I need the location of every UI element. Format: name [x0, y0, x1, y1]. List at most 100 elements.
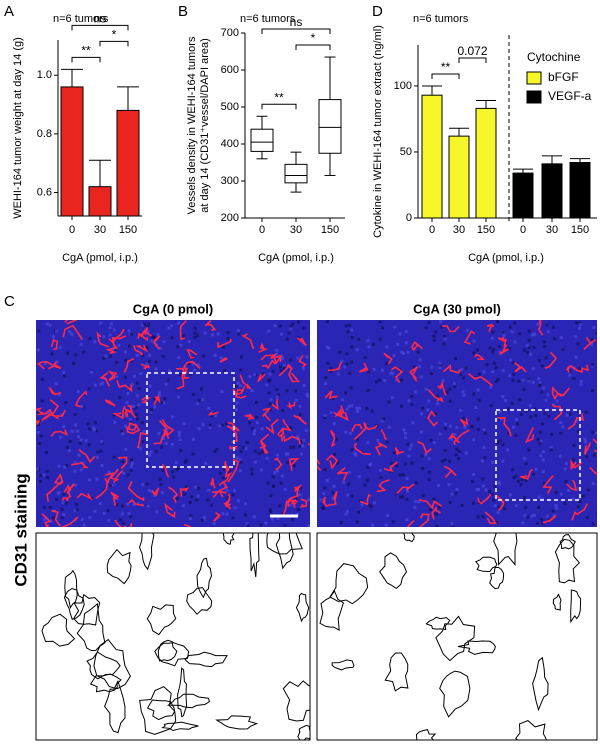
nucleus	[220, 423, 224, 427]
nucleus	[95, 455, 99, 459]
nucleus	[211, 333, 215, 337]
nucleus	[226, 496, 230, 500]
nucleus	[283, 524, 287, 527]
nucleus	[421, 406, 425, 410]
nucleus	[564, 480, 568, 484]
vessel-outline	[146, 699, 176, 721]
nucleus	[435, 524, 439, 527]
nucleus	[427, 399, 431, 403]
nucleus	[321, 505, 325, 509]
nucleus	[286, 460, 290, 464]
nucleus	[489, 404, 493, 408]
nucleus	[558, 454, 562, 458]
nucleus	[449, 437, 453, 441]
nucleus	[490, 350, 494, 354]
nucleus	[224, 422, 228, 426]
nucleus	[177, 356, 181, 360]
vessel	[298, 355, 308, 368]
nucleus	[124, 414, 128, 418]
nucleus	[174, 461, 178, 465]
vessel	[153, 335, 161, 350]
nucleus	[521, 378, 525, 382]
nucleus	[323, 467, 327, 471]
x-tick-label: 30	[453, 224, 465, 236]
nucleus	[168, 369, 172, 373]
nucleus	[402, 428, 406, 432]
nucleus	[79, 342, 83, 346]
nucleus	[413, 390, 417, 394]
nucleus	[438, 505, 442, 509]
nucleus	[350, 328, 354, 332]
nucleus	[288, 503, 292, 507]
nucleus	[54, 382, 58, 386]
nucleus	[482, 445, 486, 449]
nucleus	[579, 322, 583, 326]
nucleus	[539, 517, 543, 521]
nucleus	[77, 453, 81, 457]
nucleus	[546, 393, 550, 397]
nucleus	[538, 441, 542, 445]
vessel	[127, 404, 134, 413]
nucleus	[559, 492, 563, 496]
y-tick-label: 0	[406, 212, 412, 224]
nucleus	[141, 323, 145, 327]
vessel	[179, 487, 190, 497]
nucleus	[289, 327, 293, 331]
nucleus	[549, 448, 553, 452]
vessel-outline	[554, 538, 581, 584]
nucleus	[385, 345, 389, 349]
nucleus	[592, 453, 596, 457]
nucleus	[420, 454, 424, 458]
significance-bracket	[458, 57, 487, 63]
nucleus	[208, 423, 212, 427]
nucleus	[36, 423, 40, 427]
nucleus	[407, 399, 411, 403]
nucleus	[501, 369, 505, 373]
x-tick-label: 150	[321, 224, 339, 236]
nucleus	[348, 323, 352, 327]
nucleus	[591, 522, 595, 526]
nucleus	[280, 474, 284, 478]
vessel	[123, 523, 133, 527]
nucleus	[190, 495, 194, 499]
nucleus	[196, 334, 200, 338]
panel-label: D	[372, 3, 383, 20]
nucleus	[200, 387, 204, 391]
vessel	[334, 405, 345, 418]
nucleus	[221, 512, 225, 516]
nucleus	[132, 404, 136, 408]
vessel	[271, 399, 279, 411]
nucleus	[74, 483, 78, 487]
vessel	[463, 330, 476, 345]
nucleus	[55, 498, 59, 502]
nucleus	[42, 473, 46, 477]
nucleus	[376, 438, 380, 442]
nucleus	[76, 435, 80, 439]
nucleus	[129, 515, 133, 519]
nucleus	[37, 442, 41, 446]
nucleus	[201, 398, 205, 402]
nucleus	[189, 514, 193, 518]
vessel	[211, 490, 227, 498]
nucleus	[459, 373, 463, 377]
vessel	[542, 514, 557, 524]
y-axis-label: Vessels density in WEHI-164 tumors	[186, 36, 198, 214]
nucleus	[148, 353, 152, 357]
vessel	[223, 460, 230, 472]
nucleus	[298, 404, 302, 408]
nucleus	[511, 361, 515, 365]
nucleus	[461, 417, 465, 421]
nucleus	[88, 516, 92, 520]
nucleus	[574, 355, 578, 359]
vessel	[293, 414, 307, 425]
nucleus	[62, 374, 66, 378]
x-tick-label: 0	[259, 224, 265, 236]
nucleus	[495, 439, 499, 443]
vessel-outline	[457, 640, 496, 655]
nucleus	[522, 457, 526, 461]
nucleus	[104, 354, 108, 358]
outlines	[41, 533, 310, 740]
nucleus	[414, 500, 418, 504]
nucleus	[210, 414, 214, 418]
